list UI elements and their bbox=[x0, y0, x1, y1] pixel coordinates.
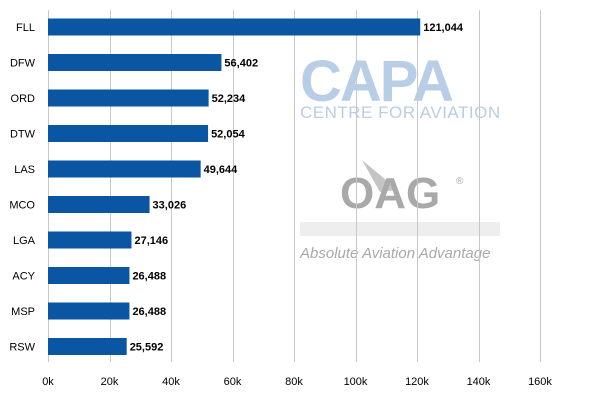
capa-subtitle-watermark: CENTRE FOR AVIATION bbox=[300, 103, 501, 122]
oag-tagline-band bbox=[300, 222, 500, 236]
x-tick-label: 0k bbox=[42, 376, 54, 388]
category-label: LGA bbox=[13, 235, 36, 247]
bar-dtw bbox=[48, 125, 209, 142]
bar-lga bbox=[48, 231, 132, 249]
bar-msp bbox=[48, 302, 130, 320]
oag-tagline-watermark: Absolute Aviation Advantage bbox=[299, 245, 490, 262]
value-label: 56,402 bbox=[224, 58, 258, 70]
oag-swoosh-icon bbox=[362, 160, 398, 192]
value-label: 121,044 bbox=[423, 22, 464, 34]
category-label: ORD bbox=[11, 93, 36, 105]
x-axis-ticks: 0k 20k 40k 60k 80k 100k 120k 140k 160k bbox=[42, 376, 552, 388]
bars bbox=[48, 18, 421, 355]
value-label: 25,592 bbox=[130, 342, 164, 354]
value-label: 52,234 bbox=[212, 93, 247, 105]
x-tick-label: 140k bbox=[467, 376, 491, 388]
value-label: 49,644 bbox=[204, 164, 239, 176]
category-label: FLL bbox=[16, 22, 35, 34]
bar-fll bbox=[48, 18, 421, 36]
bar-acy bbox=[48, 267, 130, 284]
category-label: DFW bbox=[10, 58, 36, 70]
bar-dfw bbox=[48, 54, 222, 71]
bar-mco bbox=[48, 196, 150, 213]
capa-watermark: CAPA bbox=[300, 49, 453, 114]
x-tick-label: 60k bbox=[224, 376, 242, 388]
bar-rsw bbox=[48, 338, 127, 355]
x-tick-label: 20k bbox=[101, 376, 119, 388]
value-label: 52,054 bbox=[211, 129, 246, 141]
category-label: LAS bbox=[14, 164, 35, 176]
value-label: 27,146 bbox=[134, 235, 168, 247]
x-tick-label: 160k bbox=[528, 376, 552, 388]
x-tick-label: 120k bbox=[405, 376, 429, 388]
category-labels: FLL DFW ORD DTW LAS MCO LGA ACY MSP RSW bbox=[9, 22, 35, 354]
value-label: 26,488 bbox=[132, 271, 166, 283]
value-labels: 121,044 56,402 52,234 52,054 49,644 33,026 27,… bbox=[130, 22, 464, 354]
watermarks: CAPA CENTRE FOR AVIATION OAG ® Absolute … bbox=[299, 49, 501, 262]
x-tick-label: 80k bbox=[285, 376, 303, 388]
x-tick-label: 40k bbox=[162, 376, 180, 388]
oag-registered-mark: ® bbox=[456, 176, 464, 187]
bar-las bbox=[48, 160, 201, 178]
value-label: 33,026 bbox=[153, 200, 187, 212]
x-tick-label: 100k bbox=[344, 376, 368, 388]
bar-ord bbox=[48, 89, 209, 107]
category-label: ACY bbox=[12, 271, 35, 283]
category-label: DTW bbox=[10, 129, 36, 141]
category-label: MSP bbox=[11, 306, 35, 318]
oag-watermark: OAG bbox=[340, 169, 440, 218]
value-label: 26,488 bbox=[132, 306, 166, 318]
category-label: RSW bbox=[9, 342, 35, 354]
category-label: MCO bbox=[9, 200, 35, 212]
